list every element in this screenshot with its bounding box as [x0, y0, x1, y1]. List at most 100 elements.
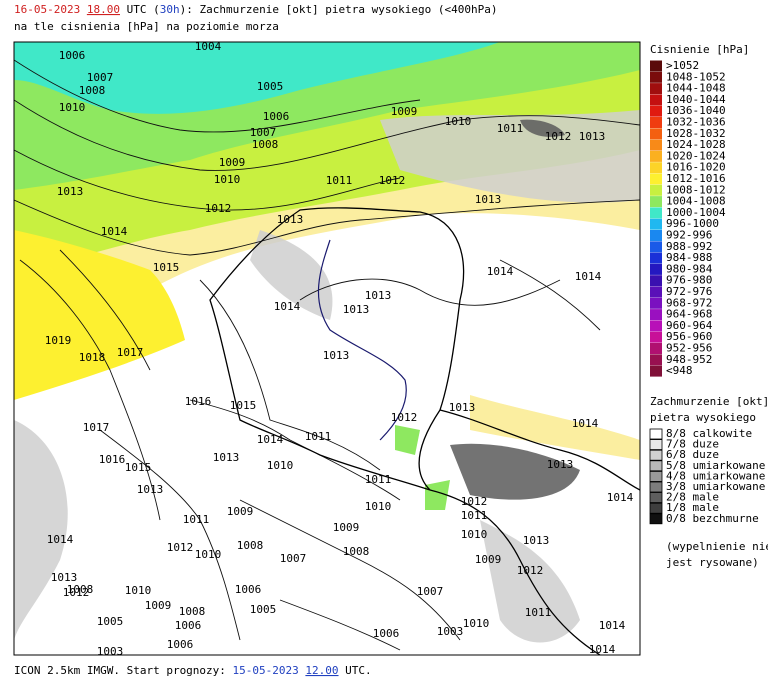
legend-swatch	[649, 439, 663, 451]
isobar-label: 1011	[497, 122, 524, 135]
legend-label: 988-992	[666, 240, 712, 253]
legend-label: 1008-1012	[666, 183, 726, 196]
legend-label: 964-968	[666, 308, 712, 321]
legend-label: 1040-1044	[666, 93, 726, 106]
isobar-label: 1012	[167, 541, 194, 554]
legend-swatch	[650, 309, 662, 321]
isobar-label: 1010	[125, 584, 152, 597]
legend-swatch	[650, 275, 662, 287]
legend-label: 4/8 umiarkowane	[666, 469, 765, 482]
isobar-label: 1005	[257, 80, 284, 93]
legend-label: 980-984	[666, 262, 713, 275]
isobar-label: 1007	[280, 552, 307, 565]
legend-swatch	[650, 343, 662, 354]
text-part: UTC.	[339, 664, 372, 677]
isobar-label: 1016	[185, 395, 212, 408]
isobar-label: 1009	[391, 105, 418, 118]
isobar-label: 1013	[51, 571, 78, 584]
text-part: 18.00	[87, 3, 120, 16]
isobar-label: 1006	[175, 619, 202, 632]
isobar-label: 1011	[461, 509, 488, 522]
legend-label: 8/8 calkowite	[666, 427, 752, 440]
legend-label: 1036-1040	[666, 104, 726, 117]
isobar-label: 1014	[599, 619, 626, 632]
legend-swatch	[649, 449, 663, 461]
legend-label: 7/8 duze	[666, 438, 719, 451]
isobar-label: 1006	[263, 110, 290, 123]
legend-label: 2/8 male	[666, 491, 719, 504]
legend-label: 972-976	[666, 285, 712, 298]
legend-label: 1016-1020	[666, 161, 726, 174]
legend-swatch	[650, 128, 662, 140]
legend-label: 976-980	[666, 274, 712, 287]
legend-label: 5/8 umiarkowane	[666, 459, 765, 472]
isobar-label: 1013	[277, 213, 304, 226]
isobar-label: 1003	[97, 645, 124, 658]
isobar-label: 1008	[237, 539, 264, 552]
isobar-label: 1013	[343, 303, 370, 316]
isobar-label: 1014	[257, 433, 284, 446]
isobar-label: 1014	[274, 300, 301, 313]
legend-swatch	[650, 218, 662, 230]
legend-swatch	[650, 117, 662, 128]
isobar-label: 1006	[235, 583, 262, 596]
map-frame	[13, 41, 641, 656]
legend-label: 984-988	[666, 251, 712, 264]
isobar-label: 1005	[97, 615, 124, 628]
text-part: 16-05-2023	[14, 3, 80, 16]
isobar-label: 1011	[326, 174, 353, 187]
legend-label: 1028-1032	[666, 127, 726, 140]
isobar-label: 1007	[417, 585, 444, 598]
isobar-labels: 1004100610071008101010051006100710081009…	[45, 40, 634, 658]
isobar-label: 1007	[87, 71, 114, 84]
isobar-label: 1012	[545, 130, 572, 143]
isobar-label: 1009	[227, 505, 254, 518]
isobar-label: 1008	[343, 545, 370, 558]
text-part: 30h	[160, 3, 180, 16]
isobar-label: 1007	[250, 126, 277, 139]
legend-swatch	[650, 150, 662, 162]
isobar-label: 1006	[373, 627, 400, 640]
isobar-label: 1012	[517, 564, 544, 577]
legend-swatch	[649, 428, 663, 440]
pressure-legend-title: Cisnienie [hPa]	[650, 43, 749, 56]
legend-swatch	[650, 320, 662, 332]
isobar-label: 1014	[487, 265, 514, 278]
legend-swatch	[650, 365, 662, 377]
legend-label: 1044-1048	[666, 82, 726, 95]
isobar-label: 1011	[183, 513, 210, 526]
isobar-label: 1008	[252, 138, 279, 151]
legend-label: 948-952	[666, 353, 712, 366]
isobar-label: 1013	[449, 401, 476, 414]
isobar-label: 1014	[101, 225, 128, 238]
isobar-label: 1017	[83, 421, 110, 434]
isobar-label: 1010	[195, 548, 222, 561]
isobar-label: 1004	[195, 40, 222, 53]
isobar-label: 1013	[57, 185, 84, 198]
isobar-label: 1012	[379, 174, 406, 187]
legend-label: 956-960	[666, 330, 712, 343]
legend-label: 1032-1036	[666, 116, 726, 129]
isobar-label: 1003	[437, 625, 464, 638]
legend-swatch	[650, 162, 662, 174]
legend-label: 992-996	[666, 229, 712, 242]
cloud-legend-note: (wypelnienie nie	[666, 540, 768, 553]
text-part: UTC (	[120, 3, 160, 16]
isobar-label: 1008	[67, 583, 94, 596]
legend-label: 952-956	[666, 342, 712, 355]
isobar-label: 1010	[365, 500, 392, 513]
isobar-label: 1008	[79, 84, 106, 97]
isobar-label: 1015	[230, 399, 257, 412]
isobar-label: 1009	[145, 599, 172, 612]
text-part: 12.00	[305, 664, 338, 677]
isobar-label: 1013	[475, 193, 502, 206]
isobar-label: 1005	[250, 603, 277, 616]
legend-swatch	[650, 286, 662, 298]
isobar-label: 1012	[205, 202, 232, 215]
legend-swatch	[650, 241, 662, 253]
legend-label: 968-972	[666, 296, 712, 309]
cloud-legend-note: jest rysowane)	[666, 556, 759, 569]
isobar-label: 1014	[575, 270, 602, 283]
legend-swatch	[650, 173, 662, 185]
isobar-label: 1014	[572, 417, 599, 430]
